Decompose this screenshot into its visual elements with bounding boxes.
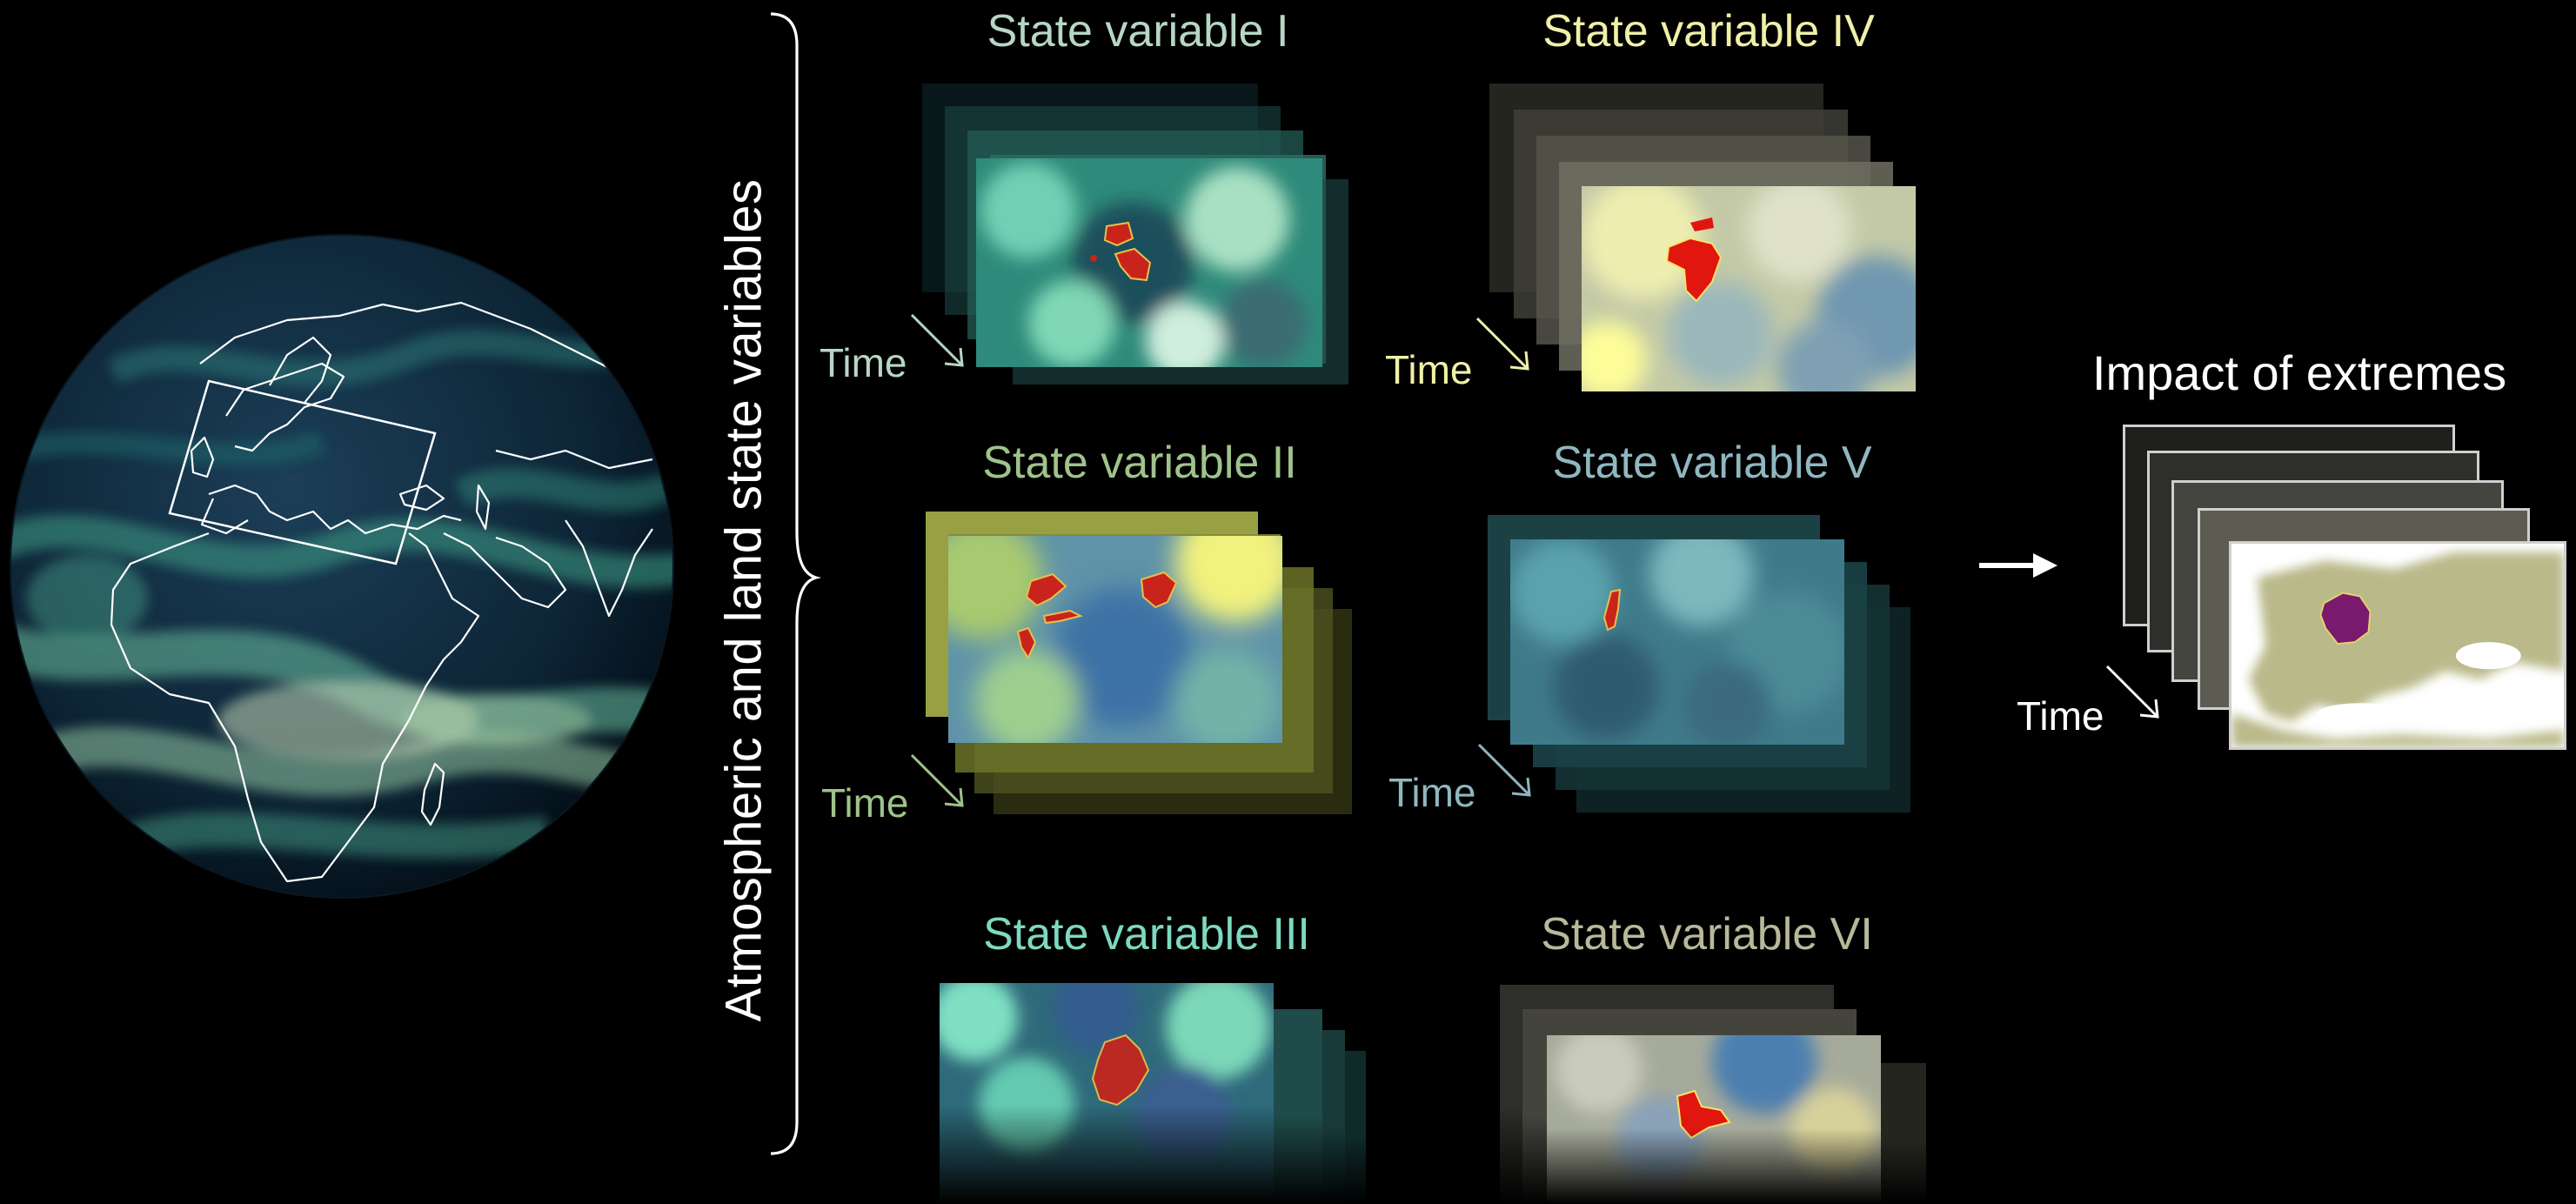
curly-brace <box>770 12 822 1155</box>
time-arrow-icon <box>910 753 964 807</box>
panel-5-title: State variable V <box>1552 438 1872 488</box>
panel-5-front-frame <box>1510 539 1844 745</box>
time-arrow-icon <box>1477 743 1531 797</box>
globe-icon <box>9 233 675 900</box>
time-arrow-icon <box>1475 317 1529 371</box>
panel-6-title: State variable VI <box>1541 909 1873 960</box>
panel-2-front-frame <box>948 536 1282 743</box>
impact-time-label: Time <box>2017 693 2104 739</box>
europe-selection-box <box>168 379 437 565</box>
impact-front-map <box>2229 541 2566 750</box>
panel-1-time-label: Time <box>820 340 907 385</box>
arrow-right-icon <box>1979 553 2057 578</box>
panel-4-time-label: Time <box>1385 347 1473 392</box>
panel-6-front-frame <box>1547 1035 1881 1204</box>
time-arrow-icon <box>2105 665 2159 719</box>
panel-4-title: State variable IV <box>1542 6 1875 57</box>
impact-title: Impact of extremes <box>2091 345 2507 400</box>
panel-5-time-label: Time <box>1388 770 1476 815</box>
panel-1-front-frame <box>976 158 1322 367</box>
panel-1-title: State variable I <box>987 6 1289 57</box>
panel-3-front-frame <box>940 983 1274 1204</box>
panel-3-title: State variable III <box>983 909 1310 960</box>
time-arrow-icon <box>910 313 964 367</box>
panel-2-time-label: Time <box>821 780 909 826</box>
panel-4-front-frame <box>1582 186 1916 391</box>
panel-2-title: State variable II <box>982 438 1297 488</box>
